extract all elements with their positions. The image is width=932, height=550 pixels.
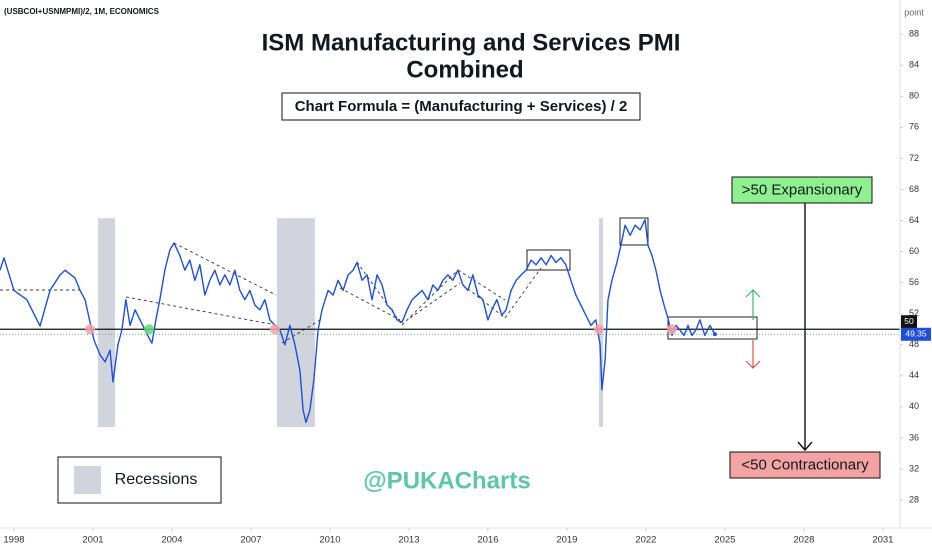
y-tick-label: 44	[909, 370, 919, 380]
x-tick-label: 2007	[240, 535, 261, 546]
pattern-box	[619, 217, 649, 246]
recession-band	[277, 218, 315, 428]
last-value-label: 49.35	[905, 329, 927, 339]
event-marker	[144, 324, 155, 335]
x-tick-label: 2016	[477, 535, 498, 546]
y-tick-label: 80	[909, 91, 919, 101]
x-tick-label: 2001	[82, 535, 103, 546]
recession-band	[599, 218, 603, 428]
y-tick-label: 32	[909, 463, 919, 473]
y-tick-label: 72	[909, 153, 919, 163]
reference-tag-label: 50	[904, 316, 914, 326]
y-tick-label: 64	[909, 215, 919, 225]
y-tick-label: 28	[909, 494, 919, 504]
y-tick-label: 48	[909, 339, 919, 349]
chart-subtitle: Combined	[406, 56, 523, 83]
trendlines	[0, 242, 542, 344]
series-line	[0, 219, 716, 424]
trendline	[173, 242, 277, 296]
x-tick-label: 2022	[635, 535, 656, 546]
y-tick-label: 88	[909, 29, 919, 39]
x-tick-label: 2028	[793, 535, 814, 546]
y-tick-label: 52	[909, 308, 919, 318]
y-tick-label: 56	[909, 277, 919, 287]
formula: Chart Formula = (Manufacturing + Service…	[295, 98, 628, 115]
last-point	[712, 332, 717, 337]
y-tick-label: 60	[909, 246, 919, 256]
trendline	[409, 282, 461, 319]
y-tick-label: 76	[909, 122, 919, 132]
trendline	[356, 261, 403, 326]
up-arrow	[745, 289, 761, 320]
y-tick-label: 36	[909, 432, 919, 442]
event-marker	[666, 324, 677, 335]
trendline	[504, 267, 542, 319]
expansion-label: >50 Expansionary	[742, 181, 863, 198]
symbol-label: (USBCOI+USNMPMI)/2, 1M, ECONOMICS	[4, 7, 160, 16]
event-marker	[594, 324, 605, 335]
recession-band	[97, 218, 116, 428]
over-layer	[0, 219, 900, 424]
trendline	[339, 287, 401, 321]
unit-label: point	[904, 7, 924, 17]
contraction-label: <50 Contractionary	[741, 456, 869, 473]
x-tick-label: 2019	[556, 535, 577, 546]
expansion-box	[731, 176, 873, 204]
y-tick-label: 40	[909, 401, 919, 411]
x-tick-label: 2013	[398, 535, 419, 546]
legend-swatch	[74, 466, 101, 494]
x-tick-label: 1998	[3, 535, 24, 546]
trendline	[281, 319, 321, 344]
x-tick-label: 2031	[872, 535, 893, 546]
y-tick-label: 84	[909, 60, 919, 70]
down-arrow	[745, 340, 761, 369]
trendline	[401, 269, 459, 326]
event-marker	[269, 324, 280, 335]
formula-box	[281, 92, 641, 121]
watermark: @PUKACharts	[363, 467, 530, 494]
legend-label: Recessions	[115, 471, 198, 488]
under-layer	[97, 218, 603, 428]
pattern-box	[526, 249, 571, 271]
contraction-box	[729, 451, 881, 479]
event-marker	[85, 324, 96, 335]
chart-title: ISM Manufacturing and Services PMI	[262, 29, 681, 56]
x-tick-label: 2010	[319, 535, 340, 546]
x-tick-label: 2025	[714, 535, 735, 546]
reference-tag	[901, 315, 917, 329]
y-tick-label: 68	[909, 184, 919, 194]
x-tick-label: 2004	[161, 535, 182, 546]
trendline	[125, 296, 277, 326]
last-value-tag	[901, 327, 931, 341]
